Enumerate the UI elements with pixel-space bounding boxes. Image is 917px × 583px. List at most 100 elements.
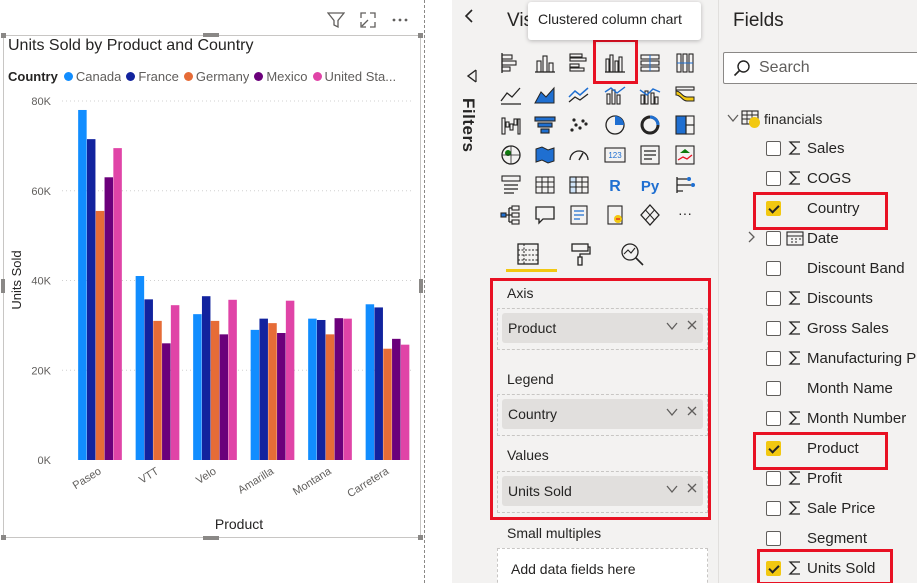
bar[interactable]: [365, 304, 375, 460]
100-stacked-column-chart-icon[interactable]: [670, 48, 700, 78]
more-options-icon[interactable]: [390, 10, 410, 30]
gauge-icon[interactable]: [564, 140, 594, 170]
field-manufacturing-p[interactable]: Manufacturing P: [748, 346, 917, 370]
bar[interactable]: [334, 318, 344, 460]
bar[interactable]: [113, 148, 122, 460]
small-multiples-well[interactable]: Add data fields here: [497, 548, 708, 583]
axis-well[interactable]: Product: [497, 308, 708, 350]
analytics-tab-icon[interactable]: [616, 238, 648, 270]
close-icon[interactable]: [686, 481, 698, 497]
field-sales[interactable]: Sales: [748, 136, 917, 160]
legend-item[interactable]: Mexico: [254, 69, 308, 84]
field-profit[interactable]: Profit: [748, 466, 917, 490]
field-discounts[interactable]: Discounts: [748, 286, 917, 310]
clustered-column-chart-icon[interactable]: [600, 48, 630, 78]
close-icon[interactable]: [686, 404, 698, 420]
pie-chart-icon[interactable]: [600, 110, 630, 140]
bar[interactable]: [135, 276, 145, 460]
resize-handle-bottom-left[interactable]: [1, 535, 6, 540]
resize-handle-top[interactable]: [203, 33, 219, 37]
bar[interactable]: [383, 348, 392, 460]
field-units-sold[interactable]: Units Sold: [748, 556, 917, 580]
legend-well[interactable]: Country: [497, 394, 708, 436]
resize-handle-top-left[interactable]: [1, 33, 6, 38]
filters-expand-icon[interactable]: [465, 68, 479, 84]
bar[interactable]: [374, 307, 383, 460]
100-stacked-bar-chart-icon[interactable]: [635, 48, 665, 78]
card-icon[interactable]: 123: [600, 140, 630, 170]
field-checkbox[interactable]: [766, 350, 781, 366]
bar[interactable]: [285, 300, 295, 460]
table-financials[interactable]: financials: [727, 108, 822, 130]
report-canvas[interactable]: [0, 0, 452, 583]
bar[interactable]: [392, 338, 401, 460]
fields-search-box[interactable]: [723, 52, 917, 84]
field-checkbox[interactable]: [766, 290, 781, 306]
field-checkbox[interactable]: [766, 530, 781, 546]
field-country[interactable]: Country: [748, 196, 917, 220]
python-visual-icon[interactable]: Py: [635, 170, 665, 200]
map-icon[interactable]: [496, 140, 526, 170]
legend-item[interactable]: United Sta...: [312, 69, 396, 84]
bar[interactable]: [144, 299, 153, 460]
legend-item[interactable]: Canada: [63, 69, 121, 84]
resize-handle-left[interactable]: [1, 279, 5, 293]
field-checkbox[interactable]: [766, 410, 781, 426]
power-apps-icon[interactable]: [635, 200, 665, 230]
field-checkbox[interactable]: [766, 170, 781, 186]
kpi-icon[interactable]: [670, 140, 700, 170]
resize-handle-bottom[interactable]: [203, 536, 219, 540]
line-chart-icon[interactable]: [496, 80, 526, 110]
search-input[interactable]: [759, 57, 909, 79]
stacked-column-chart-icon[interactable]: [530, 48, 560, 78]
filter-icon[interactable]: [326, 10, 346, 30]
filled-map-icon[interactable]: [530, 140, 560, 170]
chevron-down-icon[interactable]: [665, 482, 679, 499]
fields-tab-icon[interactable]: [512, 238, 544, 270]
filters-label[interactable]: Filters: [459, 98, 478, 153]
field-checkbox[interactable]: [766, 230, 781, 246]
chevron-down-icon[interactable]: [665, 319, 679, 336]
field-product[interactable]: Product: [748, 436, 917, 460]
field-gross-sales[interactable]: Gross Sales: [748, 316, 917, 340]
bar[interactable]: [210, 320, 220, 460]
values-well[interactable]: Units Sold: [497, 471, 708, 513]
bar[interactable]: [325, 334, 335, 460]
bar[interactable]: [259, 318, 268, 460]
bar[interactable]: [308, 318, 317, 460]
field-checkbox[interactable]: [766, 500, 781, 516]
r-script-visual-icon[interactable]: R: [600, 170, 630, 200]
matrix-icon[interactable]: [564, 170, 594, 200]
resize-handle-top-right[interactable]: [418, 33, 423, 38]
field-month-name[interactable]: Month Name: [748, 376, 917, 400]
slicer-icon[interactable]: [496, 170, 526, 200]
resize-handle-right[interactable]: [419, 279, 423, 293]
funnel-chart-icon[interactable]: [530, 110, 560, 140]
field-checkbox[interactable]: [766, 200, 781, 216]
bar[interactable]: [95, 210, 105, 460]
bar[interactable]: [201, 296, 211, 460]
field-checkbox[interactable]: [766, 260, 781, 276]
more-visuals-icon[interactable]: ···: [670, 200, 700, 230]
bar[interactable]: [316, 319, 326, 460]
bar[interactable]: [104, 177, 114, 460]
field-date[interactable]: Date: [748, 226, 917, 250]
line-and-stacked-column-chart-icon[interactable]: [600, 80, 630, 110]
waterfall-chart-icon[interactable]: [496, 110, 526, 140]
multi-row-card-icon[interactable]: [635, 140, 665, 170]
bar[interactable]: [277, 333, 286, 460]
area-chart-icon[interactable]: [530, 80, 560, 110]
chevron-down-icon[interactable]: [665, 405, 679, 422]
bar[interactable]: [343, 318, 352, 460]
legend-item[interactable]: Germany: [183, 69, 249, 84]
bar[interactable]: [219, 334, 229, 460]
clustered-bar-chart-icon[interactable]: [564, 48, 594, 78]
smart-narrative-icon[interactable]: [564, 200, 594, 230]
values-field-pill[interactable]: Units Sold: [502, 476, 703, 506]
field-checkbox[interactable]: [766, 440, 781, 456]
bar[interactable]: [78, 109, 87, 460]
resize-handle-bottom-right[interactable]: [418, 535, 423, 540]
axis-field-pill[interactable]: Product: [502, 313, 703, 343]
legend-item[interactable]: France: [126, 69, 179, 84]
field-checkbox[interactable]: [766, 560, 781, 576]
